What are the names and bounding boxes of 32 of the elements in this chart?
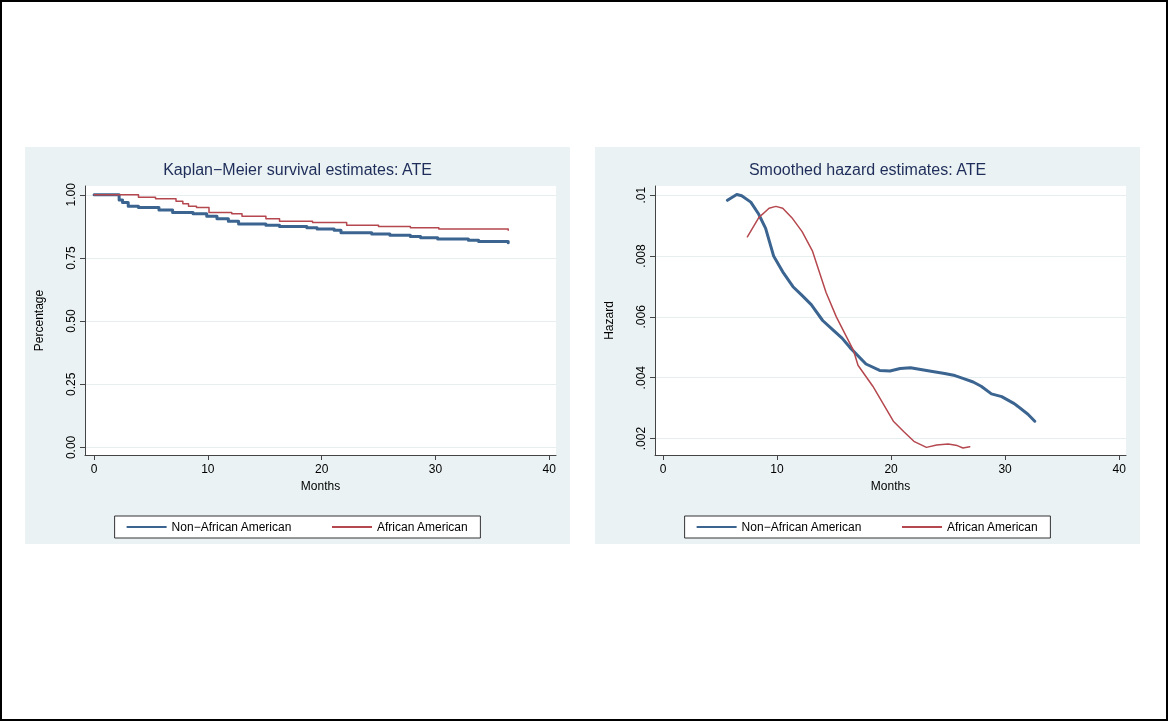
y-axis-title: Percentage (32, 289, 46, 352)
x-tick-label: 10 (201, 462, 215, 476)
line-series (746, 205, 971, 449)
x-tick-label: 0 (90, 462, 98, 476)
y-axis-title: Hazard (602, 301, 616, 340)
legend-label: African American (947, 520, 1038, 534)
y-tick-label: .008 (634, 243, 648, 268)
x-axis-title: Months (300, 478, 341, 493)
y-tick-label: 0.25 (64, 372, 78, 396)
x-tick-label: 10 (770, 462, 785, 476)
legend-label: Non−African American (741, 520, 862, 534)
line-series (725, 193, 1037, 423)
y-tick-label: 0.75 (64, 245, 78, 270)
legend-label: African American (377, 520, 468, 534)
x-tick-label: 20 (884, 462, 899, 476)
y-tick-label: 0.00 (64, 435, 78, 460)
y-tick-label: .006 (634, 304, 648, 329)
x-tick-label: 40 (1112, 462, 1127, 476)
legend-label: Non−African American (171, 520, 292, 534)
y-tick-label: .004 (634, 365, 648, 390)
x-tick-label: 40 (542, 462, 557, 476)
x-tick-label: 30 (998, 462, 1013, 476)
y-tick-label: 0.50 (64, 309, 78, 333)
chart-title: Smoothed hazard estimates: ATE (748, 160, 987, 178)
chart-title: Kaplan−Meier survival estimates: ATE (163, 160, 432, 178)
x-tick-label: 20 (314, 462, 329, 476)
x-axis-title: Months (870, 478, 911, 493)
y-tick-label: .002 (634, 426, 648, 451)
x-tick-label: 30 (428, 462, 443, 476)
x-tick-label: 0 (659, 462, 667, 476)
y-tick-label: 1.00 (64, 182, 78, 207)
y-tick-label: .01 (634, 186, 648, 204)
